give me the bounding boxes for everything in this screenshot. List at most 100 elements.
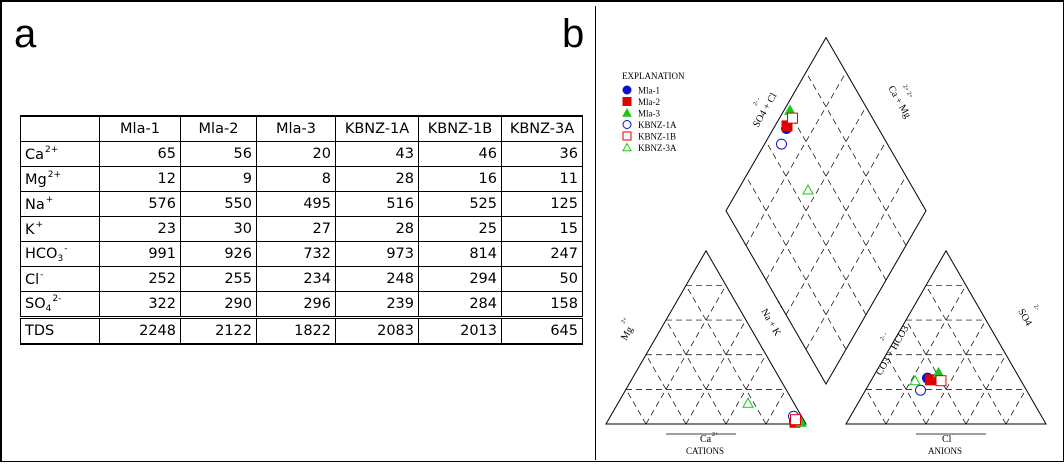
legend-marker bbox=[622, 97, 632, 106]
anion-triangle bbox=[845, 249, 1047, 425]
diamond-gridline bbox=[805, 72, 907, 246]
table-cell: 158 bbox=[501, 291, 583, 318]
table-cell: 125 bbox=[501, 191, 583, 217]
diamond-data-point bbox=[787, 112, 798, 124]
cations-label: CATIONS bbox=[686, 446, 724, 456]
row-label: SO42- bbox=[20, 291, 100, 318]
legend-marker bbox=[622, 142, 632, 152]
anions-label: ANIONS bbox=[928, 446, 962, 456]
row-label: TDS bbox=[20, 316, 100, 345]
table-cell: 991 bbox=[99, 241, 181, 267]
cation-gridline bbox=[685, 319, 747, 425]
table-cell: 43 bbox=[335, 141, 419, 167]
cation-gridline bbox=[665, 319, 727, 425]
row-label: Ca2+ bbox=[20, 141, 100, 167]
legend-entry-label: Mla-3 bbox=[638, 109, 660, 119]
column-header: KBNZ-3A bbox=[501, 115, 583, 142]
table-cell: 296 bbox=[256, 291, 336, 318]
diamond-gridline bbox=[745, 72, 847, 246]
table-cell: 15 bbox=[501, 216, 583, 242]
cation-gridline bbox=[765, 389, 787, 425]
anion-data-point bbox=[909, 374, 921, 386]
anion-gridline bbox=[885, 354, 927, 425]
anion-right-axis-charge: 2- bbox=[1032, 304, 1040, 311]
row-label: HCO3- bbox=[20, 241, 100, 267]
diamond-left-axis-charge: 2- - bbox=[753, 97, 762, 107]
table-cell: 516 bbox=[335, 191, 419, 217]
row-label-superscript: - bbox=[64, 244, 68, 254]
panel-label-b: b bbox=[562, 12, 585, 56]
cation-right-axis-label: Na + K bbox=[758, 307, 783, 339]
column-header: Mla-3 bbox=[256, 115, 336, 142]
legend-marker bbox=[622, 107, 632, 117]
table-cell: 248 bbox=[335, 266, 419, 292]
table-cell: 30 bbox=[180, 216, 257, 242]
row-label: Mg2+ bbox=[20, 166, 100, 192]
table-cell: 525 bbox=[418, 191, 502, 217]
column-header: KBNZ-1A bbox=[335, 115, 419, 142]
cation-data-point bbox=[742, 397, 754, 408]
anion-bottom-axis-charge: - bbox=[952, 432, 954, 438]
row-label-superscript: 2- bbox=[52, 294, 62, 304]
column-header: KBNZ-1B bbox=[418, 115, 502, 142]
table-row: Cl- 252 255 234 248 294 50 bbox=[20, 266, 583, 292]
table-row: Ca2+ 65 56 20 43 46 36 bbox=[20, 141, 583, 167]
table-cell: 56 bbox=[180, 141, 257, 167]
row-label-superscript: - bbox=[40, 270, 44, 280]
cation-data-point bbox=[790, 414, 801, 426]
table-cell: 814 bbox=[418, 241, 502, 267]
row-label: K+ bbox=[20, 216, 100, 242]
table-cell: 2013 bbox=[418, 316, 502, 345]
table-cell: 645 bbox=[501, 316, 583, 345]
diamond-gridline bbox=[785, 141, 887, 315]
piper-diagram-panel: Ca 2+ CATIONS Cl - ANIONS Mg 2+ Na + K + + CO3 + H… bbox=[595, 6, 1062, 460]
table-cell: 2083 bbox=[335, 316, 419, 345]
row-label-superscript: + bbox=[45, 195, 54, 205]
table-corner-cell bbox=[20, 115, 100, 142]
legend-entry-label: Mla-2 bbox=[638, 97, 660, 107]
diamond-gridline bbox=[805, 175, 907, 350]
legend-entry-label: Mla-1 bbox=[638, 86, 660, 96]
diamond-data-point bbox=[802, 183, 814, 195]
table-row-total: TDS 2248 2122 1822 2083 2013 645 bbox=[20, 316, 583, 345]
table-cell: 284 bbox=[418, 291, 502, 318]
anion-bottom-axis-label: Cl bbox=[942, 434, 952, 445]
row-label-subscript: 3 bbox=[57, 254, 64, 264]
table-cell: 234 bbox=[256, 266, 336, 292]
table-cell: 50 bbox=[501, 266, 583, 292]
cation-gridline bbox=[725, 354, 767, 425]
table-cell: 294 bbox=[418, 266, 502, 292]
table-row: HCO3- 991 926 732 973 814 247 bbox=[20, 241, 583, 267]
diamond-gridline bbox=[785, 106, 887, 281]
legend-marker bbox=[622, 85, 632, 95]
table-cell: 732 bbox=[256, 241, 336, 267]
table-cell: 2248 bbox=[99, 316, 181, 345]
table-cell: 23 bbox=[99, 216, 181, 242]
row-label-subscript: 4 bbox=[45, 304, 52, 314]
anion-data-point bbox=[915, 384, 926, 396]
cation-bottom-axis-label: Ca bbox=[700, 434, 712, 445]
table-cell: 550 bbox=[180, 191, 257, 217]
row-label-superscript: 2+ bbox=[47, 170, 61, 180]
table-cell: 495 bbox=[256, 191, 336, 217]
table-cell: 16 bbox=[418, 166, 502, 192]
table-cell: 20 bbox=[256, 141, 336, 167]
anion-gridline bbox=[965, 354, 1007, 425]
cation-left-axis-charge: 2+ bbox=[621, 316, 630, 325]
row-label: Na+ bbox=[20, 191, 100, 217]
table-cell: 28 bbox=[335, 166, 419, 192]
anion-gridline bbox=[1005, 389, 1027, 425]
table-cell: 290 bbox=[180, 291, 257, 318]
cation-right-axis-charge: + + bbox=[774, 300, 784, 311]
water-chemistry-table: Mla-1 Mla-2 Mla-3 KBNZ-1A KBNZ-1B KBNZ-3… bbox=[20, 115, 583, 345]
anion-right-axis-label: SO4 bbox=[1015, 307, 1033, 328]
table-cell: 12 bbox=[99, 166, 181, 192]
diamond-gridline bbox=[745, 175, 847, 350]
table-header-row: Mla-1 Mla-2 Mla-3 KBNZ-1A KBNZ-1B KBNZ-3… bbox=[20, 115, 583, 142]
table-cell: 25 bbox=[418, 216, 502, 242]
legend-marker bbox=[622, 131, 632, 141]
table-cell: 8 bbox=[256, 166, 336, 192]
anion-gridline bbox=[865, 389, 887, 425]
table-body: Ca2+ 65 56 20 43 46 36 Mg2+ 12 9 8 28 16 11 Na+ 576 550 4… bbox=[20, 141, 583, 345]
